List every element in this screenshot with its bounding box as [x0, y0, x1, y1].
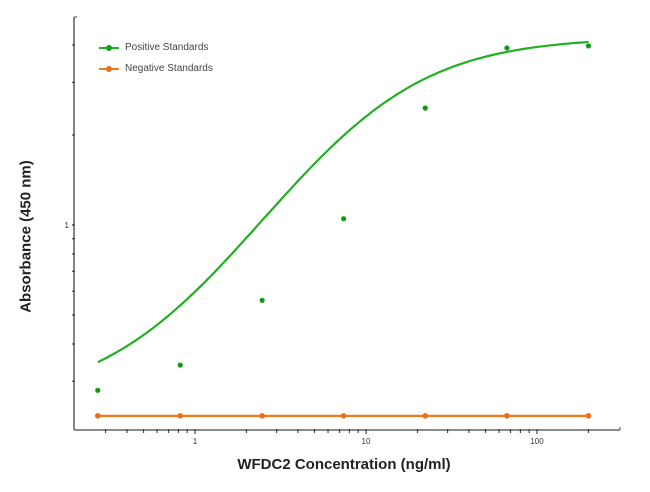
y-axis-title: Absorbance (450 nm): [17, 160, 35, 313]
negative-data-point: [585, 413, 592, 419]
x-tick-label: 10: [362, 437, 371, 446]
positive-data-point: [95, 387, 101, 393]
x-tick-label: 100: [530, 437, 544, 446]
positive-data-point: [504, 45, 510, 51]
legend: Positive Standards Negative Standards: [99, 37, 213, 79]
legend-item-positive: Positive Standards: [99, 37, 213, 58]
positive-data-point: [341, 216, 347, 222]
negative-data-point: [259, 413, 265, 419]
positive-data-point: [177, 362, 183, 368]
positive-data-point: [259, 297, 265, 303]
x-tick-label: 1: [193, 437, 198, 446]
legend-item-negative: Negative Standards: [99, 58, 213, 79]
orange-line-marker-icon: [99, 64, 119, 74]
positive-standards-curve: [97, 40, 589, 364]
positive-data-point: [422, 105, 428, 111]
legend-label-positive: Positive Standards: [125, 42, 209, 53]
negative-data-point: [177, 413, 184, 419]
axes: 1 1 10 100: [65, 16, 621, 446]
positive-data-point: [585, 43, 592, 49]
y-tick-label: 1: [65, 221, 70, 230]
negative-data-point: [504, 413, 510, 419]
negative-data-point: [422, 413, 429, 419]
green-line-marker-icon: [99, 43, 119, 53]
negative-data-point: [94, 413, 101, 419]
x-axis-title: WFDC2 Concentration (ng/ml): [237, 456, 451, 473]
legend-label-negative: Negative Standards: [125, 63, 213, 74]
series-layer: [94, 40, 592, 419]
negative-data-point: [340, 413, 347, 419]
